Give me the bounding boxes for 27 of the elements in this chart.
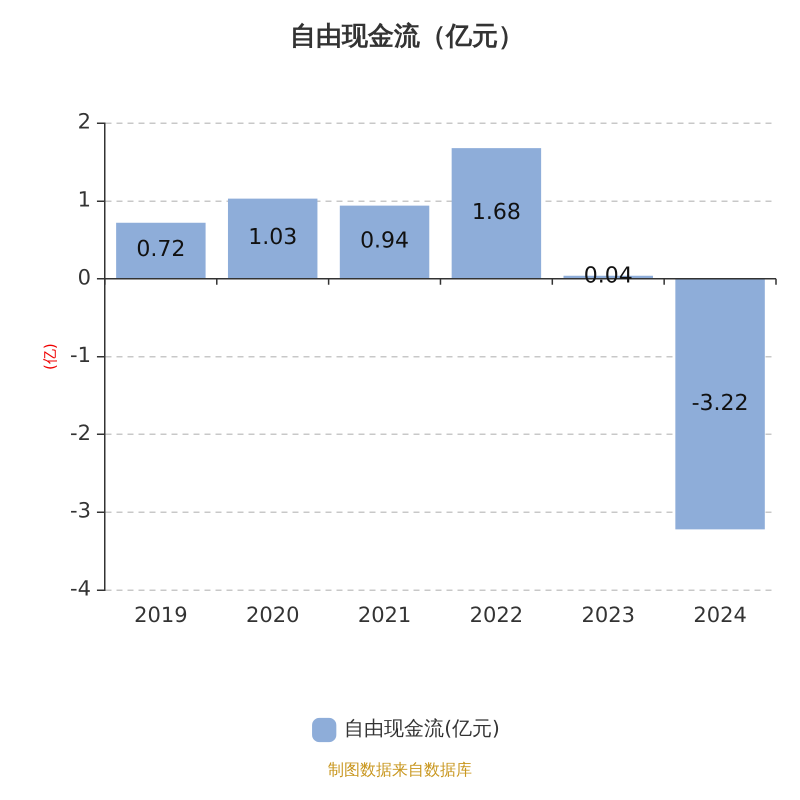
y-tick-label: -3 bbox=[70, 498, 91, 523]
data-label: 0.72 bbox=[136, 237, 186, 262]
bar bbox=[228, 198, 318, 278]
x-tick-label: 2019 bbox=[134, 603, 188, 628]
x-tick-label: 2023 bbox=[582, 603, 635, 628]
y-tick-label: 1 bbox=[78, 187, 91, 212]
y-tick-label: 0 bbox=[78, 265, 91, 290]
data-label: 1.03 bbox=[248, 225, 298, 250]
y-tick-label: -4 bbox=[70, 576, 91, 600]
bar bbox=[675, 280, 765, 530]
text: 制图数据来自数据库 bbox=[327, 760, 473, 781]
chart-title: 自由现金流（亿元） bbox=[290, 21, 524, 52]
x-tick-label: 2020 bbox=[246, 603, 300, 628]
data-label: 1.68 bbox=[472, 200, 521, 225]
y-axis-title: (亿) bbox=[40, 343, 59, 370]
data-label: -3.22 bbox=[692, 391, 749, 416]
y-tick-label: 2 bbox=[78, 110, 91, 134]
data-label: 0.94 bbox=[360, 228, 410, 254]
bar bbox=[340, 206, 430, 278]
y-tick-label: -2 bbox=[70, 420, 91, 445]
x-tick-label: 2021 bbox=[358, 603, 412, 628]
legend-label: 自由现金流(亿元) bbox=[344, 716, 500, 740]
bar bbox=[452, 148, 542, 278]
x-tick-label: 2024 bbox=[693, 603, 747, 628]
bar bbox=[116, 222, 206, 278]
y-tick-label: -1 bbox=[70, 343, 91, 368]
x-tick-label: 2022 bbox=[470, 603, 524, 628]
